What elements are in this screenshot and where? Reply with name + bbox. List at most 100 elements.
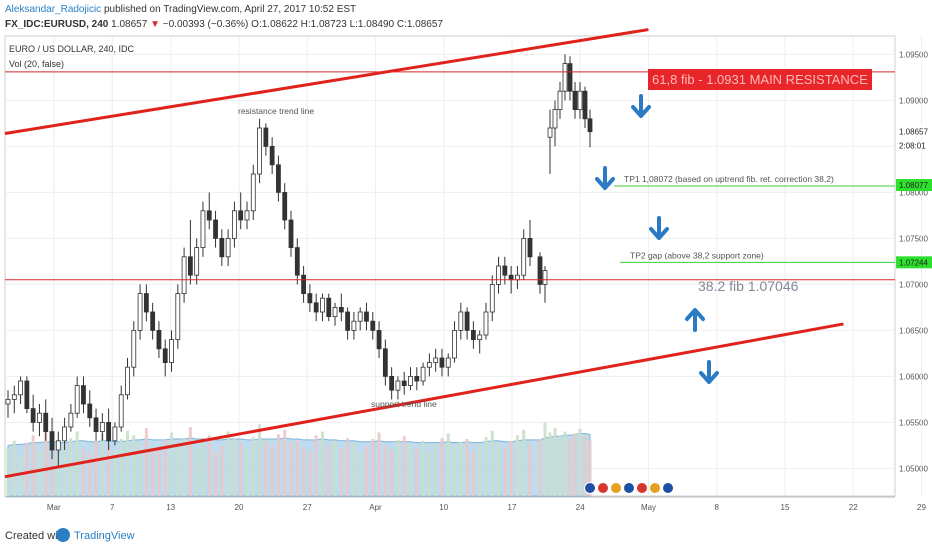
candle-body	[320, 297, 325, 313]
candle-body	[232, 210, 237, 239]
main-resistance-box	[648, 69, 872, 90]
volume-bar	[151, 450, 155, 496]
volume-bar	[295, 439, 299, 496]
volume-bar	[522, 429, 526, 496]
volume-bar	[289, 442, 293, 496]
candle-body	[395, 380, 401, 391]
economic-event-flag-icon	[623, 482, 635, 494]
candle-body	[269, 145, 275, 166]
tradingview-link[interactable]: TradingView	[74, 530, 135, 542]
volume-bar	[201, 441, 205, 496]
candle-body	[143, 293, 149, 313]
candle-body	[175, 293, 181, 341]
candle-body	[567, 63, 573, 92]
candle-body	[206, 210, 212, 221]
candle-body	[408, 375, 413, 386]
candle-body	[112, 426, 118, 442]
y-tick-label: 1.08000	[899, 188, 928, 197]
x-tick-label: 27	[303, 503, 312, 512]
volume-bar	[568, 438, 572, 496]
volume-bar	[563, 431, 567, 496]
volume-bar	[220, 445, 224, 496]
candle-body	[30, 408, 36, 423]
down-triangle-icon: ▼	[150, 19, 160, 30]
volume-bar	[371, 438, 375, 496]
volume-bar	[327, 444, 331, 496]
candle-body	[326, 297, 332, 318]
volume-bar	[427, 450, 431, 496]
x-tick-label: 7	[110, 503, 115, 512]
candle-body	[351, 320, 357, 331]
price-badge-bg	[896, 139, 932, 152]
candle-body	[382, 348, 388, 377]
volume-bar	[314, 435, 318, 496]
resistance-trendline-label: resistance trend line	[238, 106, 314, 116]
volume-bar	[232, 438, 236, 496]
candle-body	[332, 306, 338, 317]
tradingview-logo-icon[interactable]	[56, 528, 70, 542]
target-label-tp1: TP1 1,08072 (based on uptrend fib. ret. …	[624, 174, 834, 184]
candle-body	[301, 274, 306, 295]
candle-body	[521, 237, 527, 276]
candle-body	[5, 398, 11, 405]
candle-body	[458, 311, 464, 331]
volume-bar	[157, 447, 161, 496]
volume-bar	[446, 433, 450, 496]
candle-body	[238, 210, 244, 221]
economic-event-flag-icon	[584, 482, 596, 494]
volume-bar	[453, 446, 457, 496]
candle-body	[263, 127, 269, 147]
volume-bar	[490, 430, 494, 496]
candle-body	[49, 431, 55, 451]
volume-bar	[377, 432, 381, 496]
volume-bar	[119, 438, 123, 496]
volume-bar	[383, 445, 387, 496]
volume-bar	[138, 442, 142, 496]
volume-bar	[415, 448, 419, 496]
volume-bar	[497, 442, 501, 496]
x-tick-label: 29	[917, 503, 926, 512]
volume-bar	[163, 439, 167, 496]
arrow-down-icon	[631, 94, 651, 118]
candle-body	[357, 311, 363, 322]
y-tick-label: 1.07500	[899, 234, 928, 243]
candle-body	[219, 237, 225, 258]
volume-bar	[346, 438, 350, 496]
volume-bar	[484, 437, 488, 496]
volume-bar	[56, 451, 60, 496]
ohlc-values: O:1.08622 H:1.08723 L:1.08490 C:1.08657	[251, 19, 443, 30]
candle-body	[389, 375, 395, 391]
plot-frame	[4, 35, 896, 497]
candle-body	[200, 210, 206, 249]
y-tick-label: 1.07000	[899, 280, 928, 289]
volume-bar	[207, 435, 211, 496]
volume-bar	[44, 429, 48, 496]
volume-bar	[396, 439, 400, 496]
volume-bar	[421, 440, 425, 496]
volume-bar	[320, 431, 324, 496]
candle-body	[37, 412, 42, 423]
volume-bar	[239, 442, 243, 496]
candle-body	[181, 256, 187, 294]
volume-bar	[94, 440, 98, 496]
candle-body	[169, 339, 174, 364]
chart-title: EURO / US DOLLAR, 240, IDC	[9, 44, 135, 54]
author-link[interactable]: Aleksandar_Radojicic	[5, 4, 102, 15]
candle-body	[477, 334, 483, 340]
symbol-name: FX_IDC:EURUSD, 240	[5, 19, 109, 30]
candle-body	[542, 270, 548, 285]
last-price: 1.08657	[111, 19, 148, 30]
candle-body	[213, 219, 218, 239]
volume-bar	[364, 446, 368, 496]
header-bar: Aleksandar_Radojicic published on Tradin…	[0, 0, 932, 34]
volume-bar	[25, 442, 29, 496]
arrow-up-icon	[685, 308, 705, 332]
candle-body	[194, 247, 200, 276]
volume-bar	[176, 443, 180, 496]
candle-body	[156, 329, 162, 350]
volume-bar	[283, 429, 287, 496]
volume-bar	[170, 432, 174, 496]
candle-body	[225, 237, 231, 258]
volume-bar	[107, 445, 111, 496]
